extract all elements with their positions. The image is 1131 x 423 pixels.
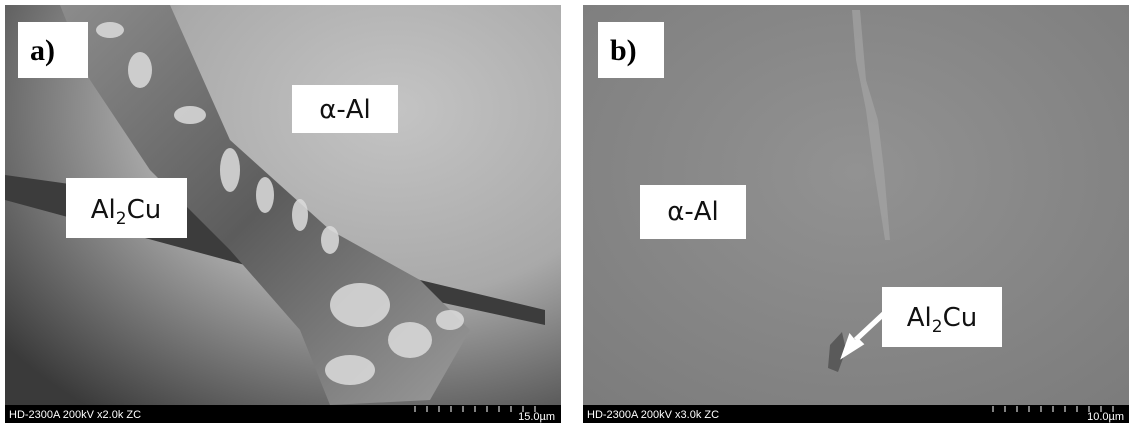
phase-sub: 2	[116, 209, 127, 229]
figure: a) α-Al Al2Cu HD-2300A 200kV x2.0k ZC 15…	[0, 0, 1131, 423]
matrix-label: α-Al	[667, 197, 719, 227]
phase-main: Al	[907, 303, 932, 333]
panel-a: a) α-Al Al2Cu HD-2300A 200kV x2.0k ZC 15…	[5, 5, 561, 423]
phase-rest: Cu	[127, 195, 162, 225]
scale-text: 15.0µm	[518, 411, 555, 423]
scale-text: 10.0µm	[1087, 411, 1124, 423]
phase-label: Al2Cu	[91, 195, 161, 229]
panel-tag: a)	[30, 34, 55, 67]
info-text: HD-2300A 200kV x2.0k ZC	[9, 409, 141, 421]
matrix-label: α-Al	[319, 95, 371, 125]
phase-main: Al	[91, 195, 116, 225]
phase-sub: 2	[932, 317, 943, 337]
info-text: HD-2300A 200kV x3.0k ZC	[587, 409, 719, 421]
phase-rest: Cu	[943, 303, 978, 333]
panel-tag: b)	[610, 34, 637, 67]
panel-b: b) α-Al Al2Cu HD-2300A 200kV x3.0k ZC 10…	[583, 5, 1129, 423]
phase-label: Al2Cu	[907, 303, 977, 337]
